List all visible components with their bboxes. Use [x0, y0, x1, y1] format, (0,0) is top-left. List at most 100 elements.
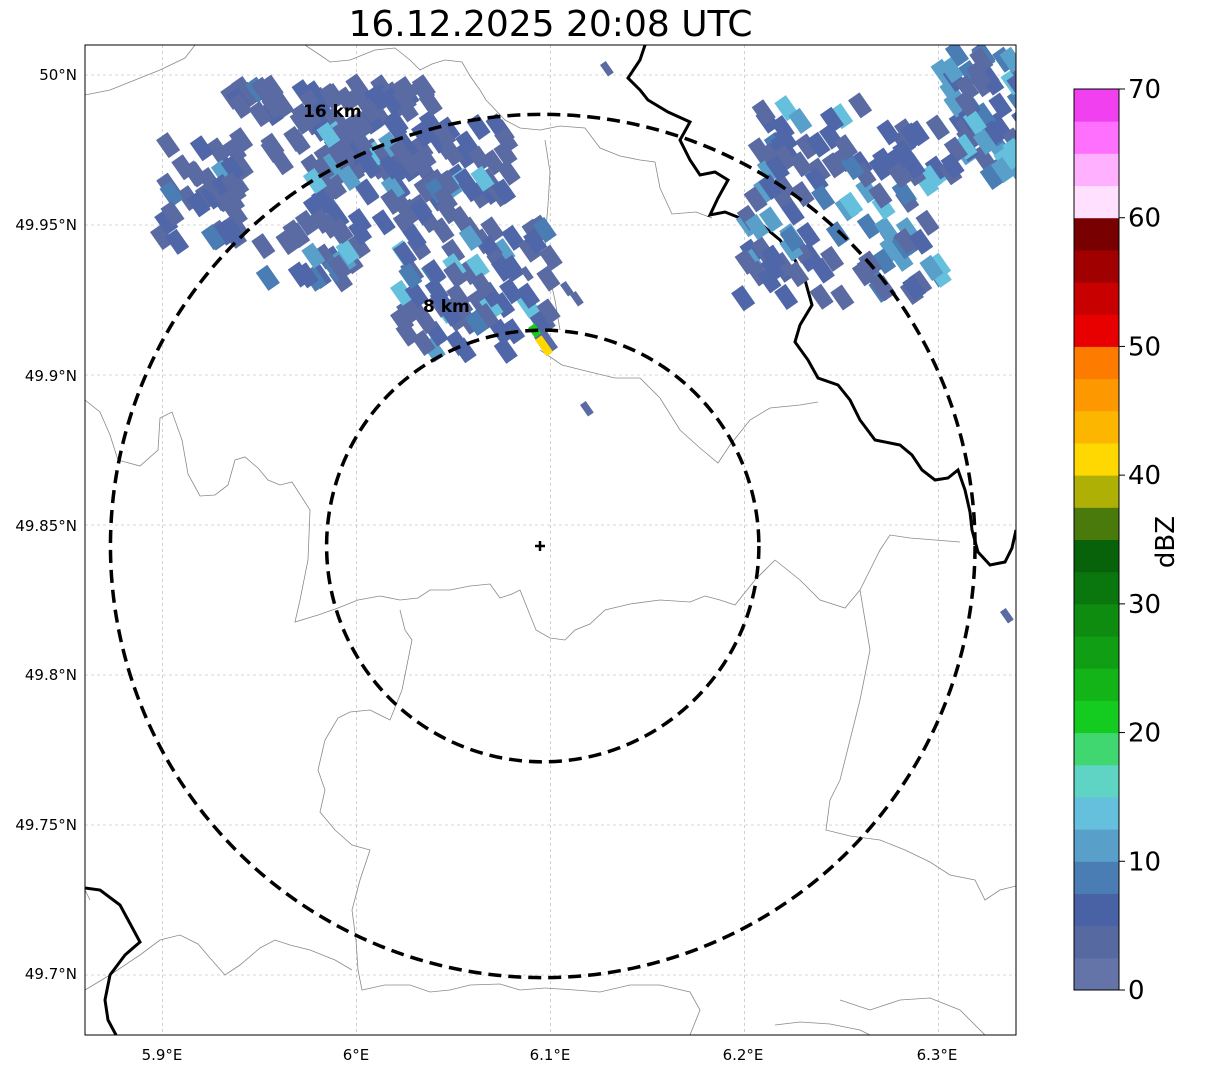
admin-boundary [839, 997, 986, 1035]
echo-cell [979, 163, 1004, 190]
colorbar-tick-label: 50 [1128, 332, 1161, 362]
echo-cell [440, 140, 465, 167]
colorbar-tick-label: 0 [1128, 976, 1145, 1006]
colorbar-swatch [1074, 282, 1119, 315]
echo-cell [872, 147, 897, 174]
echo-cell [743, 186, 768, 213]
colorbar-swatch [1074, 764, 1119, 798]
echo-cell [454, 168, 479, 195]
echo-cell [761, 244, 786, 271]
admin-boundary [825, 589, 1016, 901]
echo-cell [780, 199, 805, 226]
echo-cell [150, 224, 175, 251]
echo-cell [422, 259, 447, 286]
echo-cell [971, 144, 996, 171]
admin-boundary [317, 609, 546, 993]
echo-cell [788, 151, 814, 178]
echo-cell [924, 155, 949, 182]
echo-cell [345, 73, 370, 100]
echo-cell [322, 173, 347, 200]
colorbar-tick-label: 10 [1128, 847, 1161, 877]
colorbar-frame [1073, 88, 1120, 991]
admin-boundary [774, 534, 961, 609]
echo-cell [819, 106, 845, 133]
echo-cell [806, 131, 831, 158]
colorbar-swatch [1074, 700, 1119, 734]
echo-cell [409, 134, 434, 162]
echo-cell [493, 337, 518, 364]
echo-cell [734, 248, 759, 275]
admin-boundary [774, 1021, 871, 1035]
echo-cell [773, 144, 798, 171]
colorbar-tick-label: 20 [1128, 719, 1161, 749]
echo-cell [334, 86, 359, 113]
colorbar-swatch [1074, 925, 1119, 959]
echo-cell [464, 310, 489, 337]
echo-cell [220, 218, 245, 245]
colorbar-label: dBZ [1151, 515, 1181, 569]
echo-cell [745, 214, 770, 241]
lat-tick-label: 49.85°N [15, 517, 77, 535]
colorbar-swatch [1074, 442, 1119, 476]
echo-cell [470, 272, 495, 299]
colorbar-swatch [1074, 539, 1119, 573]
echo-cell [346, 232, 371, 260]
echo-cell [492, 178, 517, 205]
echo-cell [323, 106, 348, 133]
colorbar-swatch [1074, 153, 1119, 187]
echo-cell [809, 283, 834, 310]
echo-cell [758, 206, 784, 233]
echo-cell [393, 241, 418, 268]
echo-cell [999, 46, 1016, 73]
echo-cell [250, 76, 276, 103]
echo-cell [340, 115, 365, 142]
echo-cell [856, 213, 881, 240]
echo-cell [413, 176, 438, 203]
colorbar-swatch [1074, 217, 1119, 251]
axis-tick-labels: 5.9°E 6°E 6.1°E 6.2°E 6.3°E 50°N 49.95°N… [15, 66, 957, 1064]
lat-tick-label: 49.9°N [25, 367, 77, 385]
admin-boundary [85, 934, 353, 991]
lat-tick-label: 49.7°N [25, 965, 77, 983]
colorbar-swatch [1074, 957, 1119, 991]
echo-cell [520, 265, 534, 282]
national-border [626, 45, 1016, 567]
echo-cell [851, 260, 876, 287]
colorbar-swatch [1074, 893, 1119, 927]
colorbar-swatch [1074, 249, 1119, 283]
echo-cell [269, 149, 294, 176]
echo-cell [229, 153, 254, 181]
echo-cell [871, 275, 897, 302]
echo-cell [811, 184, 836, 211]
echo-cell [380, 188, 405, 215]
lat-tick-label: 50°N [39, 66, 77, 84]
echo-cell [779, 225, 804, 252]
echo-cell [248, 101, 273, 128]
lat-tick-label: 49.8°N [25, 666, 77, 684]
echo-cell [517, 236, 542, 263]
lat-tick-label: 49.75°N [15, 816, 77, 834]
echo-cell [398, 263, 423, 290]
colorbar-swatch [1074, 378, 1119, 412]
echo-cell [445, 329, 470, 356]
echo-cell [1000, 607, 1014, 624]
echo-cell [988, 92, 1013, 119]
echo-cell [943, 91, 968, 118]
echo-cell [494, 127, 519, 154]
echo-cell [275, 229, 300, 256]
echo-cell [441, 238, 466, 265]
echo-cell [371, 209, 396, 236]
admin-boundary [485, 99, 713, 219]
echo-cell [380, 174, 405, 201]
echo-cell [379, 153, 404, 180]
echo-cell [796, 222, 821, 249]
echo-cell [944, 45, 970, 67]
echo-cell [1014, 123, 1016, 150]
echo-cell [969, 46, 994, 74]
echo-cell [171, 154, 196, 181]
echo-cell [919, 254, 944, 281]
echo-cell [443, 262, 468, 289]
echo-cell [409, 152, 434, 179]
echo-cell [220, 155, 245, 182]
